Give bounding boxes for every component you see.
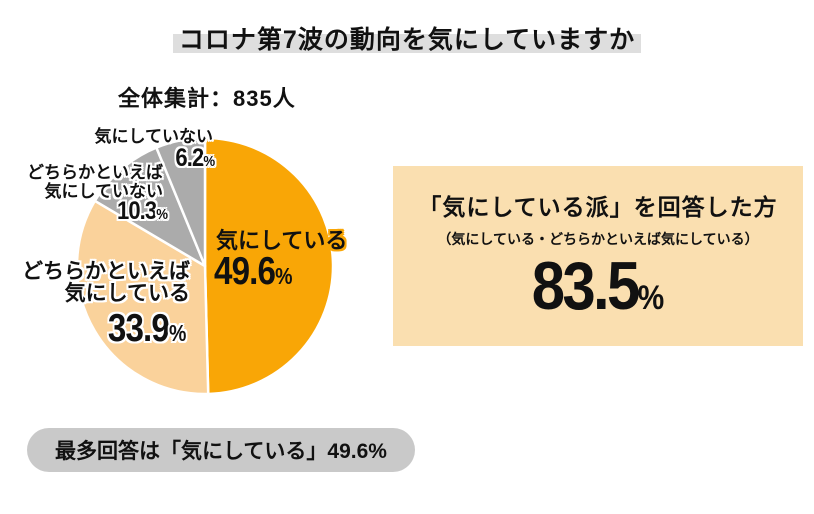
pie-slice [203, 136, 335, 396]
slice-label-care: 気にしている [216, 228, 347, 253]
slice-label-not-care: 気にしていない [95, 127, 214, 146]
slice-label-rather-care-line2: 気にしている [64, 282, 190, 305]
slice-value-not-care: 6.2% [175, 146, 215, 171]
slice-value-rather-not: 10.3% [117, 199, 168, 224]
slice-label-not-care-text: 気にしていない [94, 127, 214, 146]
slice-label-rather-care: どちらかといえば 気にしている [22, 261, 190, 305]
summary-box: 「気にしている派」を回答した方 （気にしている・どちらかといえば気にしている） … [393, 166, 803, 346]
slice-value-care-unit: % [275, 263, 293, 289]
slice-value-not-care-number: 6.2 [175, 144, 204, 172]
pie-slice [155, 136, 207, 268]
slice-value-rather-care: 33.9% [107, 309, 186, 348]
slice-label-rather-not: どちらかといえば 気にしていない [27, 163, 163, 201]
pie-slice [93, 146, 207, 268]
summary-box-value: 83.5% [418, 248, 779, 324]
slice-label-rather-not-line1: どちらかといえば [27, 163, 163, 182]
slice-label-care-text: 気にしている [216, 228, 348, 253]
footer-badge-text: 最多回答は「気にしている」49.6% [55, 440, 387, 463]
title-highlight-bar [173, 34, 641, 53]
slice-value-rather-not-unit: % [156, 206, 168, 223]
summary-box-title: 「気にしている派」を回答した方 [418, 194, 778, 220]
total-respondents: 全体集計：835人 [118, 86, 296, 111]
pie-chart [75, 136, 335, 396]
slice-label-rather-not-line2: 気にしていない [44, 182, 164, 201]
page-title: コロナ第7波の動向を気にしていますか [178, 26, 636, 54]
summary-box-value-unit: % [637, 279, 665, 317]
footer-badge: 最多回答は「気にしている」49.6% [27, 428, 415, 472]
summary-box-subtitle: （気にしている・どちらかといえば気にしている） [437, 231, 759, 247]
slice-value-care: 49.6% [214, 252, 293, 291]
slice-value-rather-care-unit: % [168, 320, 186, 346]
slice-label-rather-care-line1: どちらかといえば [22, 260, 190, 283]
slice-value-rather-care-number: 33.9 [107, 307, 169, 350]
slice-value-rather-not-number: 10.3 [116, 197, 157, 225]
slice-value-not-care-unit: % [203, 153, 215, 170]
slice-value-care-number: 49.6 [214, 250, 276, 293]
summary-box-value-number: 83.5 [531, 248, 641, 324]
